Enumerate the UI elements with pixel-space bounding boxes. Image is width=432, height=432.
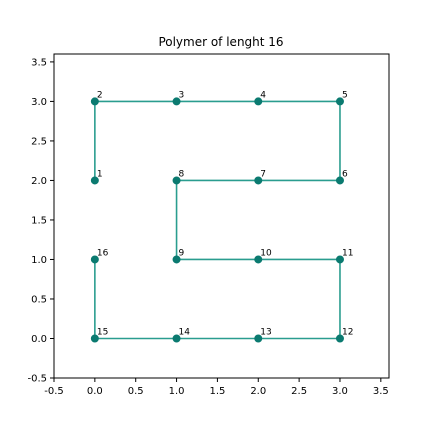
y-tick-label: 1.5 — [31, 215, 47, 226]
y-tick-label: 3.5 — [31, 57, 47, 68]
y-tick-label: 2.0 — [31, 176, 47, 187]
data-point — [172, 97, 181, 106]
data-point — [254, 255, 263, 264]
x-tick-label: 0.0 — [87, 386, 103, 397]
chart-title: Polymer of lenght 16 — [158, 35, 283, 49]
y-tick-label: 0.0 — [31, 334, 47, 345]
series-layer — [90, 97, 344, 343]
data-point — [254, 97, 263, 106]
y-tick-label: -0.5 — [27, 374, 47, 385]
data-point — [254, 176, 263, 185]
x-tick-label: 2.0 — [250, 386, 266, 397]
data-point-label: 5 — [342, 90, 348, 100]
x-tick-label: 3.0 — [332, 386, 348, 397]
data-point-label: 13 — [260, 327, 271, 337]
data-point-label: 12 — [342, 327, 353, 337]
plot-area — [53, 53, 390, 379]
data-point-label: 14 — [179, 327, 191, 337]
x-tick-label: 0.5 — [128, 386, 144, 397]
data-point-label: 7 — [260, 169, 266, 179]
y-tick-label: 0.5 — [31, 294, 47, 305]
data-point-label: 1 — [97, 169, 103, 179]
data-point — [90, 255, 99, 264]
data-point-label: 6 — [342, 169, 348, 179]
axes-layer: -0.5 0.0 0.5 1.0 1.5 2.0 2.5 3.0 3.5 -0.5 0.0 0.5 1.… — [27, 57, 388, 397]
data-point — [90, 176, 99, 185]
data-point — [90, 97, 99, 106]
y-tick-label: 1.0 — [31, 255, 47, 266]
data-point — [254, 334, 263, 343]
data-point — [335, 176, 344, 185]
data-point-label: 16 — [97, 248, 109, 258]
y-tick-label: 3.0 — [31, 97, 47, 108]
x-tick-label: -0.5 — [44, 386, 64, 397]
data-point — [90, 334, 99, 343]
data-point — [335, 334, 344, 343]
data-point — [172, 255, 181, 264]
data-point-label: 15 — [97, 327, 108, 337]
x-tick-label: 2.5 — [291, 386, 307, 397]
data-point-label: 10 — [260, 248, 272, 258]
x-tick-label: 1.0 — [169, 386, 185, 397]
data-point — [335, 97, 344, 106]
data-point-label: 8 — [179, 169, 185, 179]
data-point-label: 9 — [179, 248, 185, 258]
x-tick-label: 3.5 — [373, 386, 389, 397]
x-tick-label: 1.5 — [209, 386, 225, 397]
data-point-label: 11 — [342, 248, 353, 258]
data-point-label: 3 — [179, 90, 185, 100]
y-tick-label: 2.5 — [31, 136, 47, 147]
data-point — [172, 334, 181, 343]
data-point — [172, 176, 181, 185]
data-point-label: 2 — [97, 90, 103, 100]
data-point — [335, 255, 344, 264]
data-point-label: 4 — [260, 90, 266, 100]
